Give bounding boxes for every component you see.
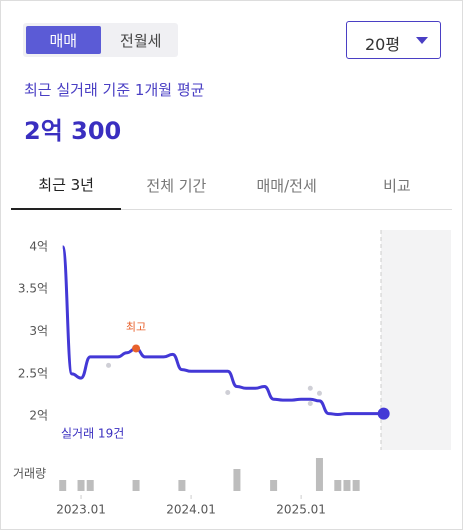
deal-type-toggle: 매매 전월세 [23, 23, 178, 57]
volume-bar [178, 480, 186, 491]
y-tick-label: 3.5억 [18, 282, 48, 296]
y-tick-label: 2.5억 [18, 366, 48, 380]
current-point [377, 407, 390, 420]
forecast-area [381, 230, 451, 450]
x-tick-label: 2023.01 [56, 503, 106, 517]
trade-point [225, 389, 231, 395]
trade-point [307, 385, 313, 391]
size-select-text: 20평 [365, 35, 401, 54]
trade-point [316, 390, 322, 396]
dropdown-arrow [416, 37, 428, 44]
x-tick-label: 2024.01 [166, 503, 216, 517]
volume-bar [334, 480, 342, 491]
period-tab[interactable]: 비교 [383, 176, 411, 195]
trade-point [307, 400, 313, 406]
period-tab[interactable]: 전체 기간 [146, 176, 207, 195]
volume-bar [233, 469, 241, 491]
volume-bar [315, 458, 323, 491]
trade-point [106, 362, 112, 368]
annotation-label: 최고 [126, 320, 146, 333]
y-tick-label: 2억 [29, 409, 48, 423]
price-line [61, 245, 384, 416]
volume-bar [132, 480, 140, 491]
volume-bar [343, 480, 351, 491]
summary-label: 최근 실거래 기준 1개월 평균 [24, 81, 205, 99]
deal-type-tab[interactable]: 매매 [26, 26, 101, 54]
volume-bar [86, 480, 94, 491]
y-tick-label: 3억 [29, 324, 48, 338]
y-tick-label: 4억 [29, 239, 48, 253]
volume-bar [352, 480, 360, 491]
annotation-dot [132, 344, 141, 353]
volume-label: 거래량 [13, 467, 46, 481]
period-tab[interactable]: 최근 3년 [11, 161, 122, 210]
volume-bar [270, 480, 278, 491]
volume-bar [77, 480, 85, 491]
deal-type-tab[interactable]: 전월세 [120, 31, 162, 50]
x-tick-label: 2025.01 [276, 503, 326, 517]
summary-price: 2억 300 [24, 117, 122, 145]
volume-bar [59, 480, 67, 491]
legend-label: 실거래 19건 [61, 427, 124, 441]
size-select[interactable]: 20평 [346, 21, 441, 59]
period-tab[interactable]: 매매/전세 [256, 176, 317, 195]
period-tabs: 최근 3년 전체 기간 매매/전세 비교 [11, 161, 452, 210]
